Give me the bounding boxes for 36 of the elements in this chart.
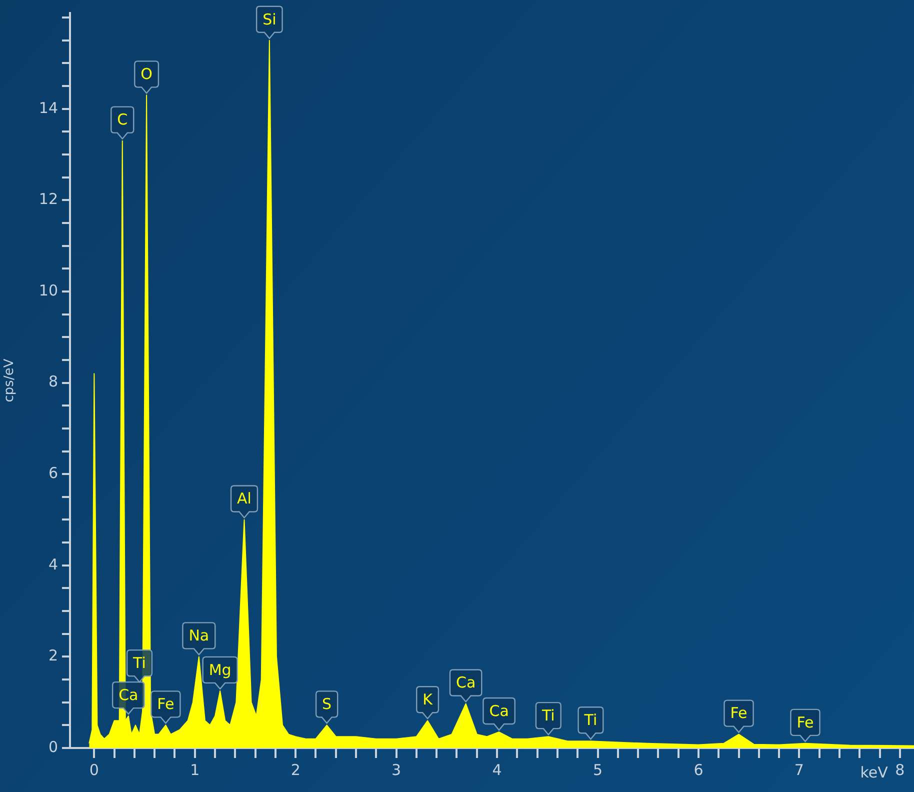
x-tick-label: 8: [895, 760, 905, 779]
annotation: Ca: [118, 686, 138, 704]
x-tick-label: 3: [392, 760, 402, 779]
x-axis-title: keV: [860, 763, 889, 782]
y-tick-label: 2: [48, 646, 58, 665]
y-tick-label: 14: [38, 98, 58, 117]
y-tick-label: 4: [48, 555, 58, 574]
annotation: S: [322, 695, 332, 714]
annotation: K: [422, 690, 434, 708]
y-tick-label: 12: [38, 190, 58, 208]
annotation: Fe: [730, 704, 748, 722]
annotation: Ti: [132, 654, 146, 672]
x-tick-label: 2: [290, 760, 300, 779]
annotation: Mg: [208, 660, 232, 679]
annotation: O: [140, 65, 152, 84]
x-tick-label: 6: [694, 760, 704, 779]
annotation: Si: [262, 10, 276, 28]
y-tick-label: 10: [38, 281, 58, 300]
annotation: Ti: [540, 706, 555, 724]
y-tick-label: 6: [48, 464, 58, 482]
x-tick-label: 1: [190, 760, 200, 779]
y-axis-title: cps/eV: [2, 358, 18, 402]
annotation: C: [117, 110, 128, 129]
x-tick-label: 7: [794, 760, 804, 779]
x-tick-label: 4: [492, 760, 502, 779]
annotation: Ca: [456, 674, 476, 692]
annotation: Ti: [583, 711, 598, 730]
y-tick-label: 0: [48, 738, 58, 756]
y-tick-label: 8: [48, 372, 58, 391]
x-tick-label: 5: [592, 760, 603, 779]
annotation: Fe: [796, 713, 814, 732]
annotation: Fe: [157, 695, 174, 714]
x-tick-label: 0: [89, 760, 99, 779]
annotation: Na: [188, 626, 210, 645]
annotation: Ca: [489, 702, 509, 720]
annotation: Al: [237, 490, 252, 508]
